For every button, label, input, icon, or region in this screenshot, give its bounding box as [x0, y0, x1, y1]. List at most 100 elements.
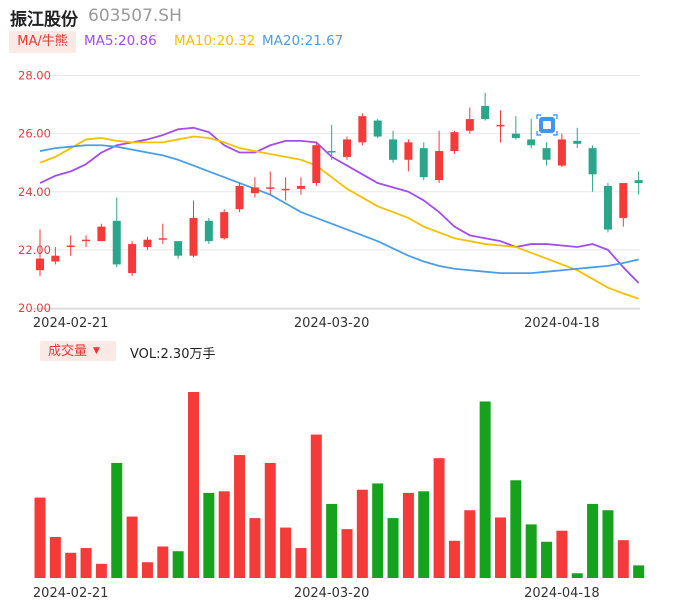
volume-bar[interactable]: [326, 503, 338, 578]
ma-line-ma5: [39, 126, 640, 284]
candle-body[interactable]: [634, 180, 643, 184]
volume-bar[interactable]: [188, 392, 199, 578]
volume-bar[interactable]: [617, 540, 629, 578]
candle-body[interactable]: [266, 187, 275, 189]
chevron-down-icon: ▼: [93, 346, 100, 356]
stock-code: 603507.SH: [88, 6, 182, 26]
ma-line-ma20: [39, 144, 639, 275]
volume-bar[interactable]: [510, 480, 522, 578]
candle-body[interactable]: [542, 148, 551, 160]
ma20-legend: MA20:21.67: [262, 33, 344, 49]
candle-body[interactable]: [220, 212, 229, 239]
volume-chart[interactable]: 2024-02-21 2024-03-20 2024-04-18: [0, 364, 686, 606]
candle-body[interactable]: [235, 185, 244, 210]
y-tick-label: 22.00: [18, 243, 51, 257]
volume-bar[interactable]: [525, 524, 537, 578]
candle-body[interactable]: [112, 220, 121, 265]
candle-body[interactable]: [250, 187, 259, 194]
y-tick-label: 24.00: [18, 185, 51, 199]
volume-bar[interactable]: [479, 401, 491, 578]
candle-body[interactable]: [527, 139, 536, 146]
volume-tab-label: 成交量: [48, 344, 88, 359]
volume-bar[interactable]: [402, 492, 414, 578]
volume-bar[interactable]: [587, 503, 599, 578]
volume-bar[interactable]: [95, 563, 107, 578]
volume-bar[interactable]: [541, 541, 553, 578]
volume-indicator-tab[interactable]: 成交量 ▼: [40, 341, 116, 361]
candle-body[interactable]: [358, 116, 367, 143]
volume-bar[interactable]: [464, 510, 476, 578]
candle-body[interactable]: [603, 185, 612, 230]
candle-body[interactable]: [204, 220, 213, 242]
volume-bar[interactable]: [203, 492, 215, 578]
candle-body[interactable]: [82, 239, 91, 242]
candle-body[interactable]: [557, 139, 566, 166]
candle-body[interactable]: [450, 132, 459, 152]
candle-body[interactable]: [158, 238, 167, 240]
volume-x-tick-label: 2024-04-18: [524, 586, 600, 601]
volume-bar[interactable]: [633, 565, 645, 578]
volume-bar[interactable]: [80, 548, 92, 578]
candle-body[interactable]: [36, 258, 44, 271]
volume-bar[interactable]: [126, 516, 138, 578]
candle-body[interactable]: [143, 239, 152, 247]
candle-body[interactable]: [588, 148, 597, 175]
volume-bar[interactable]: [556, 530, 568, 578]
candle-body[interactable]: [189, 217, 198, 256]
volume-bar[interactable]: [448, 540, 460, 578]
ma-indicator-tab[interactable]: MA/牛熊: [9, 31, 76, 53]
volume-x-tick-label: 2024-03-20: [294, 586, 370, 601]
volume-bar[interactable]: [571, 573, 583, 578]
volume-bar[interactable]: [495, 517, 506, 578]
candle-body[interactable]: [619, 183, 628, 218]
volume-bar[interactable]: [157, 546, 169, 578]
volume-bar[interactable]: [372, 483, 384, 578]
candle-body[interactable]: [465, 119, 474, 131]
y-tick-label: 20.00: [18, 301, 51, 315]
candle-body[interactable]: [343, 139, 351, 157]
candle-body[interactable]: [511, 133, 520, 138]
volume-bar[interactable]: [387, 518, 399, 578]
candle-body[interactable]: [66, 245, 75, 247]
candle-body[interactable]: [435, 151, 444, 181]
volume-bar[interactable]: [602, 510, 614, 578]
volume-bar[interactable]: [264, 462, 276, 578]
volume-bar[interactable]: [356, 489, 368, 578]
marker-icon[interactable]: [536, 114, 558, 136]
candle-body[interactable]: [51, 255, 60, 262]
candle-body[interactable]: [573, 140, 582, 144]
candle-body[interactable]: [389, 139, 398, 160]
x-tick-label: 2024-03-20: [294, 316, 370, 331]
candle-body[interactable]: [496, 124, 505, 127]
volume-value-label: VOL:2.30万手: [130, 347, 216, 362]
volume-bar[interactable]: [433, 458, 445, 578]
candle-body[interactable]: [97, 226, 106, 242]
volume-bar[interactable]: [295, 548, 307, 578]
volume-bar[interactable]: [310, 434, 322, 578]
candle-body[interactable]: [419, 148, 428, 178]
candle-body[interactable]: [312, 145, 321, 184]
volume-bar[interactable]: [280, 527, 292, 578]
volume-bar[interactable]: [234, 455, 246, 578]
volume-bar[interactable]: [172, 551, 184, 578]
candle-body[interactable]: [404, 142, 413, 160]
candle-body[interactable]: [296, 185, 305, 189]
volume-bar[interactable]: [418, 491, 430, 578]
stock-name: 振江股份: [10, 10, 78, 30]
volume-bar[interactable]: [141, 562, 153, 578]
candle-body[interactable]: [174, 241, 183, 256]
volume-bar[interactable]: [111, 462, 123, 578]
volume-bar[interactable]: [249, 518, 261, 578]
candle-body[interactable]: [327, 151, 336, 153]
candle-body[interactable]: [373, 120, 382, 137]
volume-bar[interactable]: [218, 491, 230, 578]
volume-bar[interactable]: [65, 552, 77, 578]
volume-bar[interactable]: [341, 529, 353, 578]
candle-body[interactable]: [481, 106, 490, 120]
candle-body[interactable]: [128, 244, 137, 274]
candle-body[interactable]: [281, 188, 290, 191]
volume-bar[interactable]: [49, 537, 61, 578]
volume-bar[interactable]: [34, 497, 46, 578]
price-chart[interactable]: 28.00 26.00 24.00 22.00 20.00 2024-02-21 2024…: [0, 0, 686, 335]
y-tick-label: 28.00: [18, 69, 51, 83]
